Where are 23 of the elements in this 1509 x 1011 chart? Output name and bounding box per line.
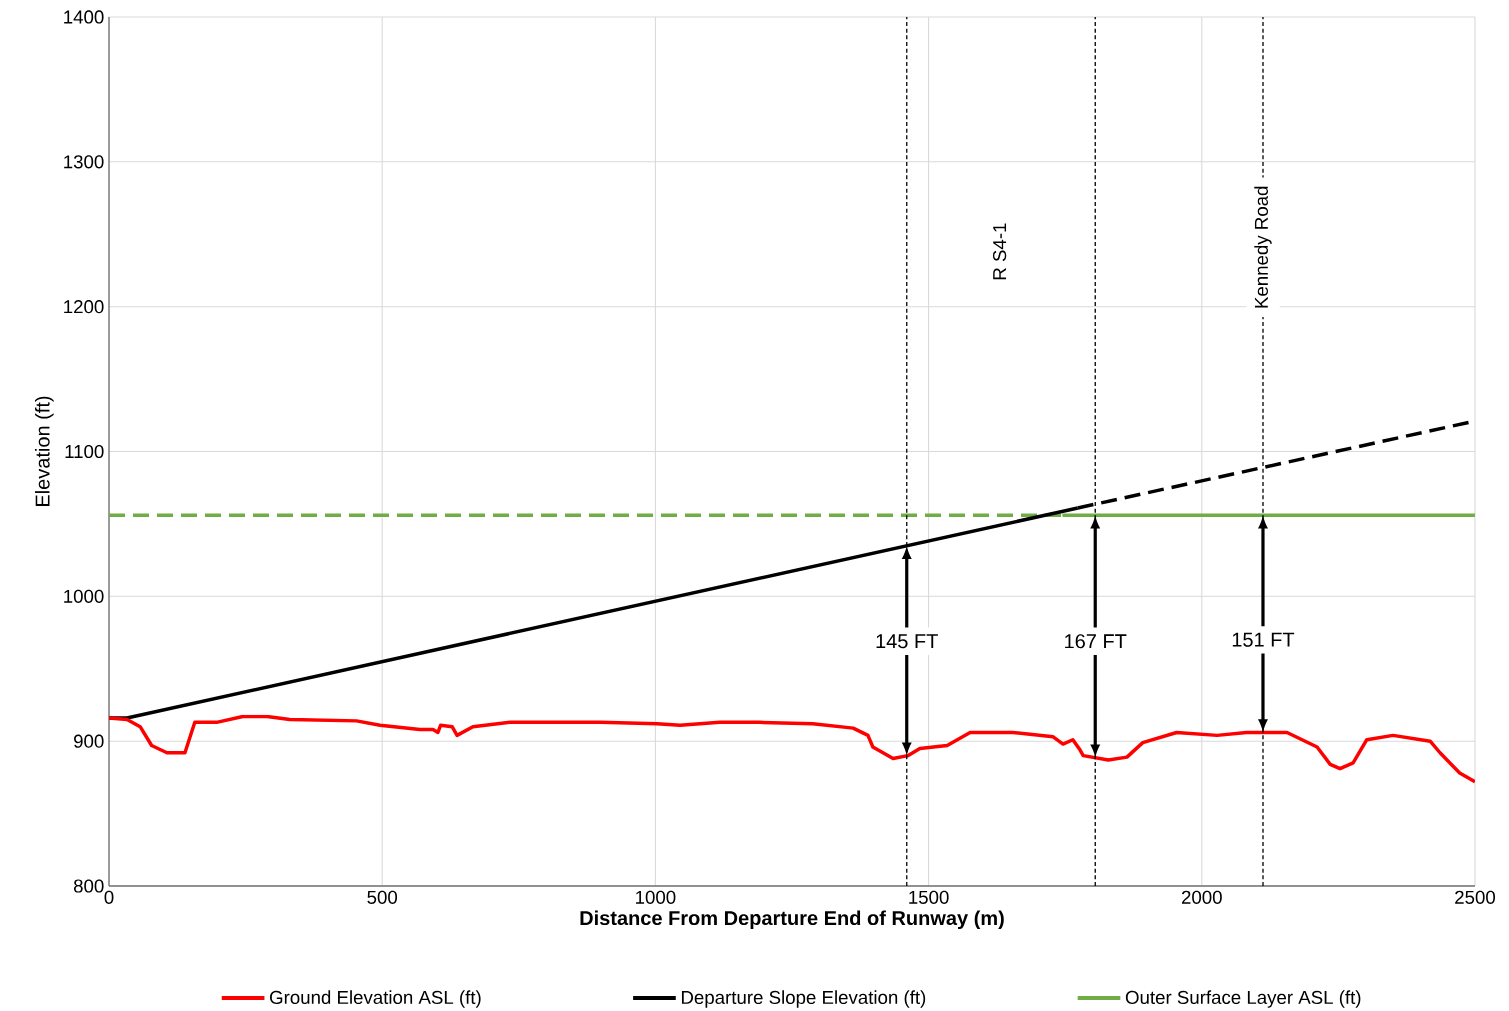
annotation: 151 FT <box>1232 632 1295 647</box>
y-tick-label: 1100 <box>65 444 104 459</box>
y-tick-label: 1400 <box>64 10 104 24</box>
y-tick-label: 800 <box>73 879 104 893</box>
legend-label: Ground Elevation ASL (ft) <box>270 990 481 1008</box>
y-tick-label: 1200 <box>64 300 104 314</box>
x-tick-label: 1000 <box>636 890 676 904</box>
y-axis-title: Elevation (ft) <box>34 396 54 506</box>
y-tick-label: 900 <box>74 734 104 748</box>
annotation: R S4-1 <box>992 223 1007 280</box>
x-tick-label: 1500 <box>909 890 949 904</box>
x-tick-label: 2500 <box>1455 890 1496 904</box>
x-tick-label: 500 <box>367 890 398 904</box>
annotation: 167 FT <box>1065 634 1127 649</box>
y-tick-label: 1000 <box>64 589 104 603</box>
x-tick-label: 2000 <box>1181 890 1222 904</box>
legend-label: Departure Slope Elevation (ft) <box>681 990 926 1008</box>
annotation: 145 FT <box>876 634 938 649</box>
x-tick-label: 0 <box>104 890 114 904</box>
legend-label: Outer Surface Layer ASL (ft) <box>1125 990 1361 1008</box>
x-axis-title: Distance From Departure End of Runway (m) <box>580 910 1004 930</box>
y-tick-label: 1300 <box>64 155 104 169</box>
ref-line-label: Kennedy Road <box>1254 186 1272 308</box>
